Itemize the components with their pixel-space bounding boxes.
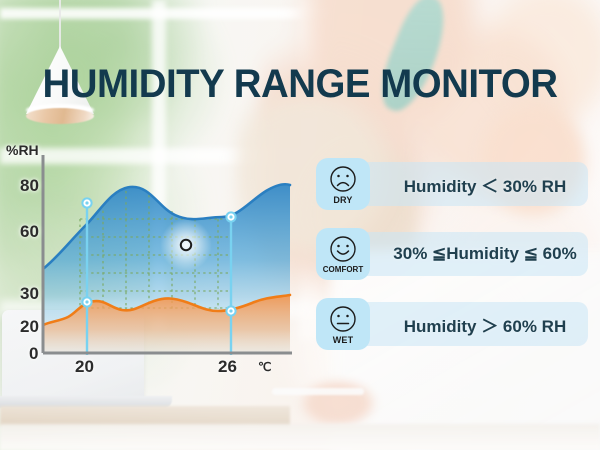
status-chip-comfort[interactable]: COMFORT: [316, 228, 370, 280]
x-axis-unit: ℃: [258, 360, 272, 374]
baby-foot: [290, 372, 386, 434]
neutral-face-icon: [330, 305, 356, 332]
humidity-chart-svg: [41, 155, 292, 355]
y-tick-20: 20: [20, 317, 39, 336]
status-chip-dry[interactable]: DRY: [316, 158, 370, 210]
legend-pill-comfort: 30% ≦Humidity ≦ 60%: [342, 232, 588, 276]
y-tick-30: 30: [20, 284, 39, 303]
humidity-legend: Humidity ＜ 30% RH DRY 30% ≦Humidity ≦ 60…: [316, 158, 588, 368]
chart-cursor-20[interactable]: [81, 197, 93, 355]
shelf-ledge: [272, 388, 364, 395]
status-chip-label-wet: WET: [332, 334, 354, 345]
y-tick-60: 60: [20, 222, 39, 241]
legend-row-wet[interactable]: Humidity ＞ 60% RH WET: [316, 298, 588, 350]
page-title: HUMIDITY RANGE MONITOR: [42, 62, 558, 106]
legend-pill-wet: Humidity ＞ 60% RH: [342, 302, 588, 346]
legend-row-comfort[interactable]: 30% ≦Humidity ≦ 60% COMFORT: [316, 228, 588, 280]
pendant-lamp-rim: [26, 108, 94, 124]
legend-text-comfort: 30% ≦Humidity ≦ 60%: [393, 244, 577, 263]
x-tick-20: 20: [75, 357, 94, 376]
laptop-base: [0, 396, 172, 408]
status-chip-wet[interactable]: WET: [316, 298, 370, 350]
pendant-lamp-cord: [59, 0, 61, 48]
legend-text-dry: Humidity ＜ 30% RH: [403, 176, 567, 196]
current-reading-marker[interactable]: [160, 219, 212, 271]
chart-cursor-26[interactable]: [225, 211, 237, 355]
y-tick-0: 0: [29, 344, 39, 363]
desk-surface: [0, 406, 290, 426]
smiley-face-icon: [330, 235, 356, 262]
lower-humidity-area: [41, 293, 292, 353]
status-chip-label-dry: DRY: [333, 194, 353, 205]
legend-row-dry[interactable]: Humidity ＜ 30% RH DRY: [316, 158, 588, 210]
x-tick-26: 26: [218, 357, 237, 376]
y-tick-80: 80: [20, 176, 39, 195]
legend-text-wet: Humidity ＞ 60% RH: [403, 316, 567, 336]
legend-pill-dry: Humidity ＜ 30% RH: [342, 162, 588, 206]
humidity-chart: %RH 80 60 30 20 0 20 26 ℃: [0, 142, 300, 376]
sad-face-icon: [330, 165, 356, 192]
y-axis-title: %RH: [6, 142, 39, 158]
floor-surface: [0, 424, 600, 450]
status-chip-label-comfort: COMFORT: [322, 264, 364, 274]
lower-humidity-line: [41, 293, 292, 327]
